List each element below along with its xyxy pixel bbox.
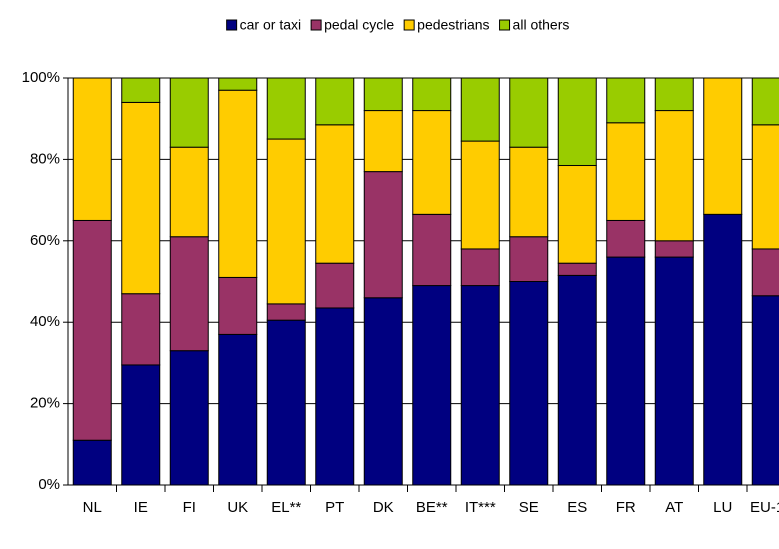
legend-swatch [310,19,322,31]
bar-segment [218,276,258,335]
bar-segment [363,77,403,112]
bar-segment [460,140,500,250]
bar-segment [315,124,355,264]
bar-segment [460,285,500,486]
x-tick-label: IE [134,499,148,516]
legend-label: pedal cycle [324,17,394,33]
bar-segment [169,236,209,352]
x-tick-label: EU-14 [750,499,779,516]
bar-segment [72,439,112,486]
bar-segment [72,77,112,221]
bar-segment [218,333,258,486]
legend-swatch [499,19,511,31]
bar-segment [606,256,646,486]
bar-segment [460,77,500,142]
bar-segment [509,146,549,238]
y-tick-label: 80% [30,150,60,167]
legend-label: pedestrians [417,17,489,33]
bar-segment [266,303,306,321]
bar-segment [654,240,694,258]
bar-segment [121,293,161,366]
bar-segment [703,77,743,215]
y-tick-label: 0% [38,476,60,493]
x-tick-label: FR [616,499,636,516]
legend-swatch [226,19,238,31]
bar-segment [509,281,549,486]
bar-segment [703,213,743,486]
bar-segment [315,307,355,486]
bar-segment [266,138,306,305]
x-tick-label: AT [665,499,683,516]
bar-segment [606,122,646,221]
x-tick-label: ES [567,499,587,516]
bar-segment [412,77,452,112]
bar-segment [751,77,779,126]
bar-segment [460,248,500,287]
bar-segment [218,89,258,278]
bar-segment [266,319,306,486]
bar-segment [363,297,403,486]
bar-segment [751,124,779,250]
bar-segment [121,77,161,103]
x-tick-label: LU [713,499,732,516]
bar-segment [218,77,258,91]
bar-segment [557,165,597,264]
bar-segment [412,213,452,287]
bar-segment [266,77,306,140]
bar-segment [606,219,646,258]
x-tick-label: SE [519,499,539,516]
bar-segment [72,219,112,441]
bar-segment [169,350,209,486]
x-tick-label: NL [83,499,102,516]
legend-label: car or taxi [240,17,301,33]
x-tick-label: PT [325,499,344,516]
y-tick-label: 40% [30,313,60,330]
y-tick-label: 60% [30,232,60,249]
bar-segment [606,77,646,124]
bar-segment [557,274,597,486]
bar-segment [412,110,452,215]
x-tick-label: DK [373,499,394,516]
x-tick-label: UK [227,499,248,516]
y-tick-label: 20% [30,395,60,412]
legend: car or taxi pedal cycle pedestrians all oth… [226,17,570,33]
bar-segment [169,146,209,238]
legend-label: all others [513,17,570,33]
bar-segment [121,364,161,486]
bar-segment [363,171,403,299]
bar-segment [315,262,355,309]
x-tick-label: BE** [416,499,448,516]
bar-segment [121,101,161,295]
bar-segment [315,77,355,126]
bar-segment [363,110,403,173]
bar-segment [557,262,597,276]
bar-segment [169,77,209,148]
x-tick-label: EL** [271,499,301,516]
legend-swatch [403,19,415,31]
x-tick-label: FI [183,499,196,516]
y-tick-label: 100% [22,69,60,86]
bar-segment [412,285,452,486]
bar-segment [509,77,549,148]
bar-segment [654,110,694,242]
bar-segment [654,256,694,486]
bar-segment [751,248,779,297]
bar-segment [654,77,694,112]
bar-segment [557,77,597,167]
bar-segment [509,236,549,282]
bar-segment [751,295,779,486]
x-tick-label: IT*** [465,499,496,516]
